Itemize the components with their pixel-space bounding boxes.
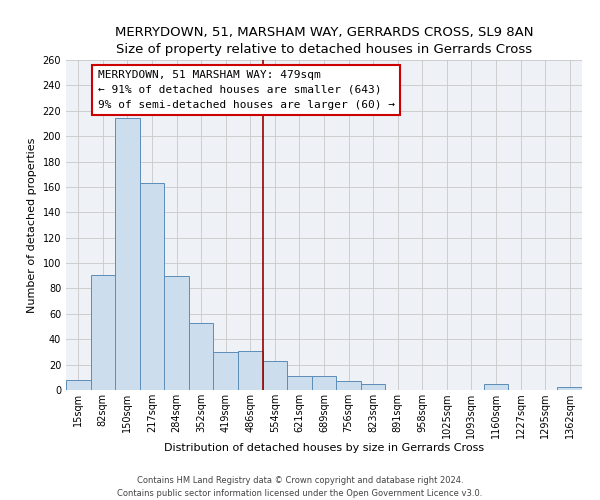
Bar: [263, 361, 287, 390]
Bar: [336, 381, 361, 390]
Bar: [214, 352, 238, 390]
Bar: [189, 322, 214, 390]
Text: MERRYDOWN, 51 MARSHAM WAY: 479sqm
← 91% of detached houses are smaller (643)
9% : MERRYDOWN, 51 MARSHAM WAY: 479sqm ← 91% …: [98, 70, 395, 110]
Bar: [557, 388, 582, 390]
Bar: [66, 380, 91, 390]
Bar: [287, 376, 312, 390]
Bar: [484, 384, 508, 390]
Title: MERRYDOWN, 51, MARSHAM WAY, GERRARDS CROSS, SL9 8AN
Size of property relative to: MERRYDOWN, 51, MARSHAM WAY, GERRARDS CRO…: [115, 26, 533, 56]
X-axis label: Distribution of detached houses by size in Gerrards Cross: Distribution of detached houses by size …: [164, 442, 484, 452]
Bar: [361, 384, 385, 390]
Text: Contains HM Land Registry data © Crown copyright and database right 2024.
Contai: Contains HM Land Registry data © Crown c…: [118, 476, 482, 498]
Bar: [140, 183, 164, 390]
Bar: [238, 350, 263, 390]
Bar: [115, 118, 140, 390]
Bar: [312, 376, 336, 390]
Y-axis label: Number of detached properties: Number of detached properties: [27, 138, 37, 312]
Bar: [91, 274, 115, 390]
Bar: [164, 276, 189, 390]
